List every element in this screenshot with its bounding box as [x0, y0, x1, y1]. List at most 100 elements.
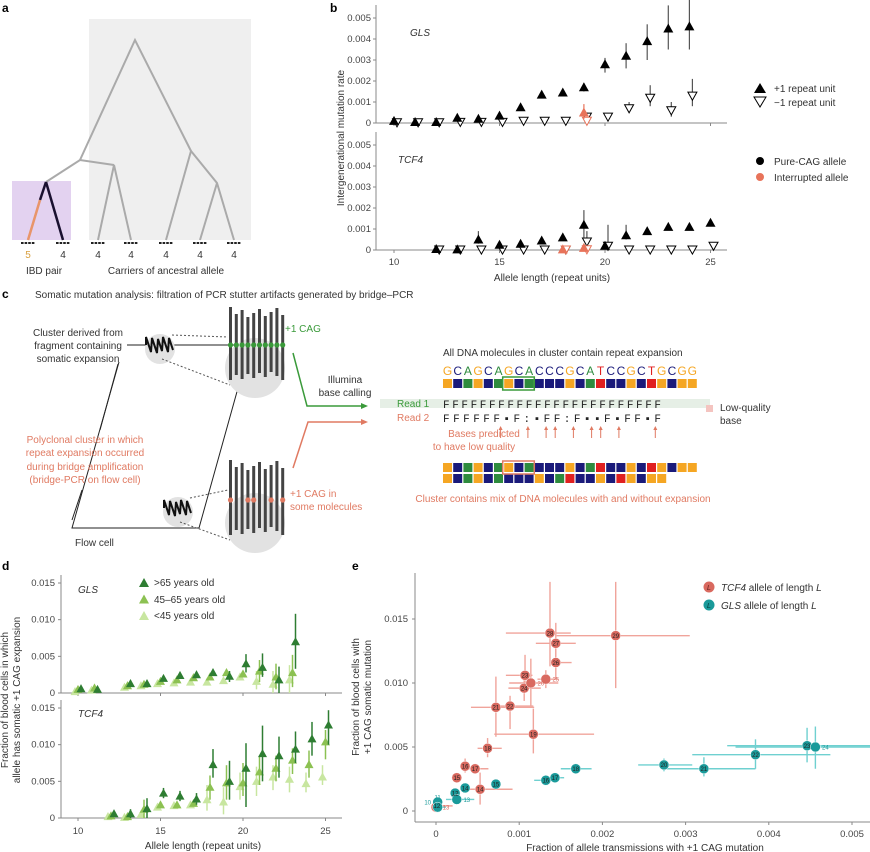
- sequence-base: C: [545, 364, 554, 378]
- clusters: [145, 307, 286, 553]
- tcf4-point: [528, 728, 539, 740]
- minus-repeat-marker: [687, 245, 698, 256]
- base-box: [473, 474, 483, 483]
- cluster-somatic-label: fragment containing: [34, 341, 122, 352]
- low-quality-label: Low-quality: [720, 403, 771, 414]
- genealogy-tree: [45, 37, 235, 241]
- leaf-allele-mark: [134, 242, 138, 244]
- y-tick-label: 0.004: [347, 161, 371, 172]
- tcf4-point: [482, 743, 493, 754]
- point-label: 12: [433, 804, 440, 810]
- tcf4-point: [550, 657, 562, 668]
- read2-quality: FFFFFF▪F:▪FF:F▪▪F▪FF▪F: [443, 414, 661, 426]
- age-group-marker: [225, 671, 234, 680]
- plus-repeat-marker: [431, 116, 442, 126]
- age-group-marker: [301, 779, 311, 788]
- y-tick-label: 0.005: [384, 742, 408, 753]
- sequence-base: G: [626, 364, 635, 378]
- age-group-marker: [288, 667, 297, 677]
- base-box: [616, 379, 626, 388]
- base-box: [667, 379, 677, 388]
- subplot-title-gls: GLS: [78, 585, 98, 596]
- base-box: [524, 379, 534, 388]
- ibd-pair-box: [12, 181, 71, 240]
- panel-label-a: a: [2, 1, 9, 15]
- leaf-value: 5: [25, 250, 31, 261]
- point-label: 13: [463, 798, 470, 804]
- point-label: 13: [443, 805, 450, 811]
- point-label: 18: [572, 767, 579, 773]
- plus-repeat-marker: [600, 240, 610, 250]
- plus-repeat-marker: [431, 243, 442, 253]
- plus-repeat-marker: [663, 23, 674, 33]
- age-group-marker: [238, 669, 248, 678]
- tcf4-point: [504, 700, 516, 712]
- point-label: 17: [472, 767, 479, 773]
- flow-cell-label: Flow cell: [75, 538, 114, 549]
- age-group-marker: [109, 809, 119, 818]
- tcf4-point: [544, 627, 556, 639]
- point-label: 17: [552, 776, 559, 782]
- age-group-marker: [192, 794, 201, 803]
- sequence-base: G: [677, 364, 686, 378]
- sequence-base: C: [555, 364, 564, 378]
- pointer-line: [99, 363, 119, 431]
- base-box: [585, 463, 595, 472]
- sequence-base: G: [688, 364, 697, 378]
- base-box: [687, 463, 697, 472]
- y-tick-label: 0.005: [31, 651, 55, 662]
- sequence-base: C: [606, 364, 615, 378]
- base-boxes: [443, 376, 697, 483]
- artifact-arrow: [292, 421, 362, 469]
- age-group-marker: [274, 675, 284, 684]
- point-label: 14: [462, 786, 469, 792]
- base-box: [657, 379, 667, 388]
- age-group-marker: [285, 774, 294, 783]
- leaf-allele-mark: [196, 242, 200, 244]
- base-box: [524, 463, 534, 472]
- leaf-allele-mark: [203, 242, 207, 244]
- minus-repeat-marker: [539, 245, 551, 256]
- plus-cag-some-label: some molecules: [290, 502, 362, 513]
- plus-repeat-marker: [515, 238, 526, 248]
- up-arrow-head: [525, 426, 530, 430]
- legend-marker-icon: [139, 578, 149, 587]
- subplot-title-tcf4: TCF4: [398, 155, 423, 166]
- legend: +1 repeat unit −1 repeat unit Pure-CAG a…: [753, 83, 849, 184]
- leaf-allele-mark: [98, 242, 101, 244]
- leaf-allele-mark: [234, 242, 237, 244]
- minus-repeat-marker: [560, 116, 572, 127]
- dna-molecule: [258, 462, 261, 528]
- repeat-highlight: [501, 376, 536, 391]
- mix-label: Cluster contains mix of DNA molecules wi…: [415, 494, 710, 505]
- base-box: [575, 379, 585, 388]
- repeat-expansion-dot: [227, 342, 234, 348]
- base-box: [524, 474, 534, 483]
- ibd-branch: [38, 181, 48, 201]
- y-tick-label: 0.015: [31, 703, 55, 714]
- plus-repeat-marker: [473, 113, 484, 123]
- minus-repeat-marker: [644, 245, 656, 256]
- sequence-base: C: [453, 364, 462, 378]
- point-label: 29: [612, 634, 619, 640]
- sequence-base: C: [576, 364, 585, 378]
- base-box: [514, 463, 524, 472]
- base-box: [534, 379, 544, 388]
- repeat-expansion-dot: [245, 497, 251, 503]
- low-quality-arrows: [498, 426, 658, 438]
- plus-repeat-marker: [452, 244, 463, 254]
- age-group-marker: [76, 684, 86, 693]
- age-group-marker: [219, 676, 228, 685]
- point-label: 24: [521, 686, 528, 692]
- x-tick-label: 0.005: [840, 829, 864, 840]
- base-box: [453, 463, 463, 472]
- illumina-label: Illumina: [328, 375, 363, 386]
- plus-repeat-marker: [557, 87, 568, 97]
- base-box: [463, 463, 473, 472]
- gls-marker-icon: [703, 599, 715, 611]
- age-group-marker: [159, 788, 168, 797]
- sequence-base: C: [535, 364, 544, 378]
- legend-label: >65 years old: [154, 578, 214, 589]
- leaf-allele-mark: [131, 242, 134, 244]
- sequence-base: G: [443, 364, 452, 378]
